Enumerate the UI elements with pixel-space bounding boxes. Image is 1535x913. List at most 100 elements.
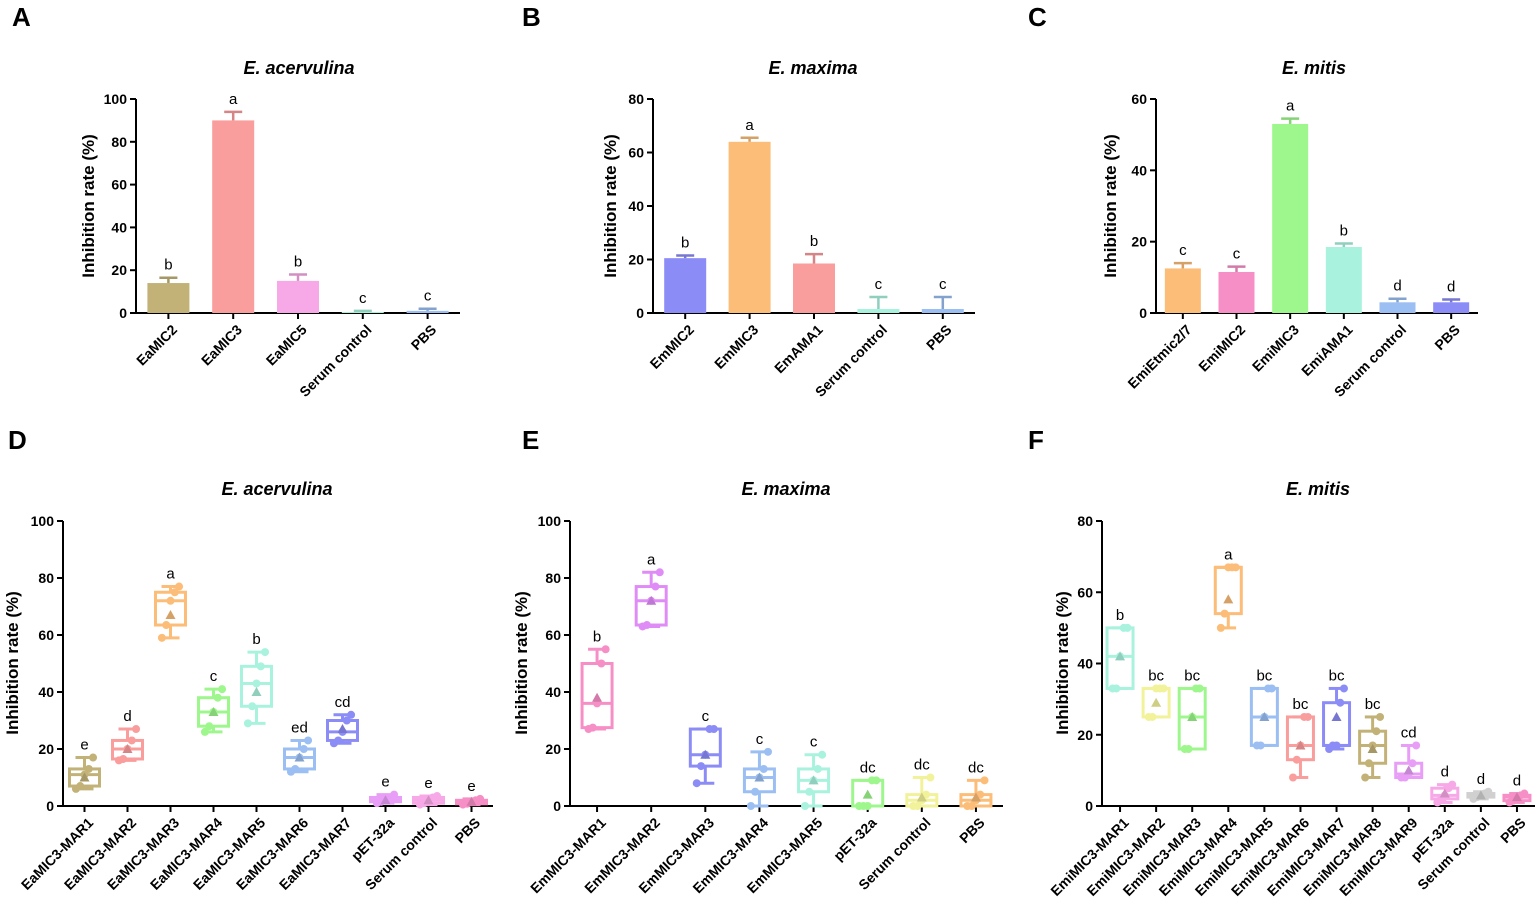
bar (728, 141, 771, 313)
data-point (926, 773, 935, 782)
y-tick-label: 0 (1139, 305, 1147, 321)
significance-letter: d (123, 708, 131, 725)
mean-marker (1187, 711, 1198, 721)
y-tick-label: 40 (111, 219, 127, 235)
significance-letter: bc (1293, 696, 1309, 713)
y-tick-label: 0 (553, 798, 561, 814)
category-label: PBS (956, 814, 988, 846)
data-point (805, 787, 814, 796)
bar (406, 310, 449, 313)
y-tick-label: 20 (545, 741, 561, 757)
mean-marker (294, 752, 305, 762)
panel-title-c: E. mitis (1282, 58, 1346, 78)
mean-marker (337, 724, 348, 734)
mean-marker (1223, 594, 1234, 604)
y-tick-label: 40 (545, 684, 561, 700)
significance-letter: b (164, 257, 172, 274)
data-point (1303, 712, 1312, 721)
category-label: EaMIC3 (198, 321, 245, 368)
data-point (759, 764, 768, 773)
y-axis-label-c: Inhibition rate (%) (1101, 134, 1120, 278)
mean-marker (208, 706, 219, 716)
significance-letter: dc (860, 759, 876, 776)
category-label: PBS (1431, 321, 1463, 353)
bar (664, 258, 707, 313)
data-point (127, 736, 136, 745)
data-point (1148, 712, 1157, 721)
significance-letter: bc (1184, 667, 1200, 684)
category-label: PBS (408, 321, 440, 353)
y-tick-label: 60 (1131, 91, 1147, 107)
data-point (980, 776, 989, 785)
y-tick-label: 0 (46, 798, 54, 814)
significance-letter: c (1233, 246, 1241, 263)
y-tick-label: 60 (38, 627, 54, 643)
significance-letter: d (1447, 278, 1455, 295)
significance-letter: c (359, 290, 367, 307)
bar (857, 308, 900, 313)
y-tick-label: 100 (31, 513, 55, 529)
data-point (601, 645, 610, 654)
panel-c-plot: 0 20 40 60 EmiEtmic2/7 c EmiMIC2 c EmiMIC3 a EmiAM… (1124, 91, 1478, 400)
mean-marker (1331, 711, 1342, 721)
significance-letter: e (80, 737, 88, 754)
data-point (89, 753, 98, 762)
bar (1379, 302, 1416, 313)
y-tick-label: 20 (1131, 234, 1147, 250)
data-point (76, 782, 85, 791)
data-point (1408, 759, 1417, 768)
box (240, 664, 273, 708)
data-point (84, 764, 93, 773)
significance-letter: c (875, 276, 883, 293)
significance-letter: e (424, 775, 432, 792)
data-point (1184, 745, 1193, 753)
box (580, 662, 614, 730)
y-tick-label: 20 (1077, 727, 1093, 743)
y-tick-label: 40 (1077, 656, 1093, 672)
significance-letter: a (1224, 546, 1233, 563)
category-label: EmiMIC2 (1195, 321, 1248, 374)
mean-marker (79, 772, 90, 782)
y-tick-label: 20 (111, 262, 127, 278)
panel-title-e: E. maxima (741, 479, 830, 499)
data-point (1336, 698, 1345, 707)
data-point (218, 685, 227, 694)
y-tick-label: 80 (38, 570, 54, 586)
panel-letter-b: B (522, 2, 541, 32)
data-point (1484, 787, 1493, 796)
category-label: pET-32a (830, 814, 879, 863)
mean-marker (1439, 788, 1450, 798)
bar (212, 120, 255, 314)
mean-marker (862, 789, 873, 799)
mean-marker (1475, 790, 1486, 800)
data-point (746, 802, 755, 810)
y-axis-label-e: Inhibition rate (%) (512, 591, 531, 735)
mean-marker (754, 772, 765, 782)
y-tick-label: 20 (38, 741, 54, 757)
significance-letter: bc (1365, 696, 1381, 713)
significance-letter: b (593, 628, 601, 645)
bar (1164, 268, 1201, 313)
category-label: EaMIC5 (263, 321, 310, 368)
mean-marker (916, 792, 927, 802)
mean-marker (251, 687, 262, 696)
mean-marker (1259, 711, 1270, 721)
data-point (132, 725, 141, 734)
panel-letter-d: D (8, 425, 27, 455)
y-tick-label: 20 (628, 252, 644, 268)
bar (277, 280, 319, 313)
significance-letter: cd (1401, 724, 1417, 741)
data-point (1123, 623, 1132, 632)
panel-d-plot: 020406080100EaMIC3-MAR1eEaMIC3-MAR2dEaMI… (18, 513, 493, 893)
y-tick-label: 60 (111, 177, 127, 193)
bar (1272, 123, 1309, 313)
data-point (119, 754, 128, 763)
panel-letter-e: E (522, 425, 539, 455)
panel-letter-c: C (1028, 2, 1047, 32)
data-point (248, 702, 257, 711)
data-point (1267, 684, 1276, 693)
bar (921, 308, 964, 313)
y-tick-label: 100 (104, 91, 128, 107)
data-point (200, 727, 209, 736)
category-label: PBS (452, 814, 484, 846)
